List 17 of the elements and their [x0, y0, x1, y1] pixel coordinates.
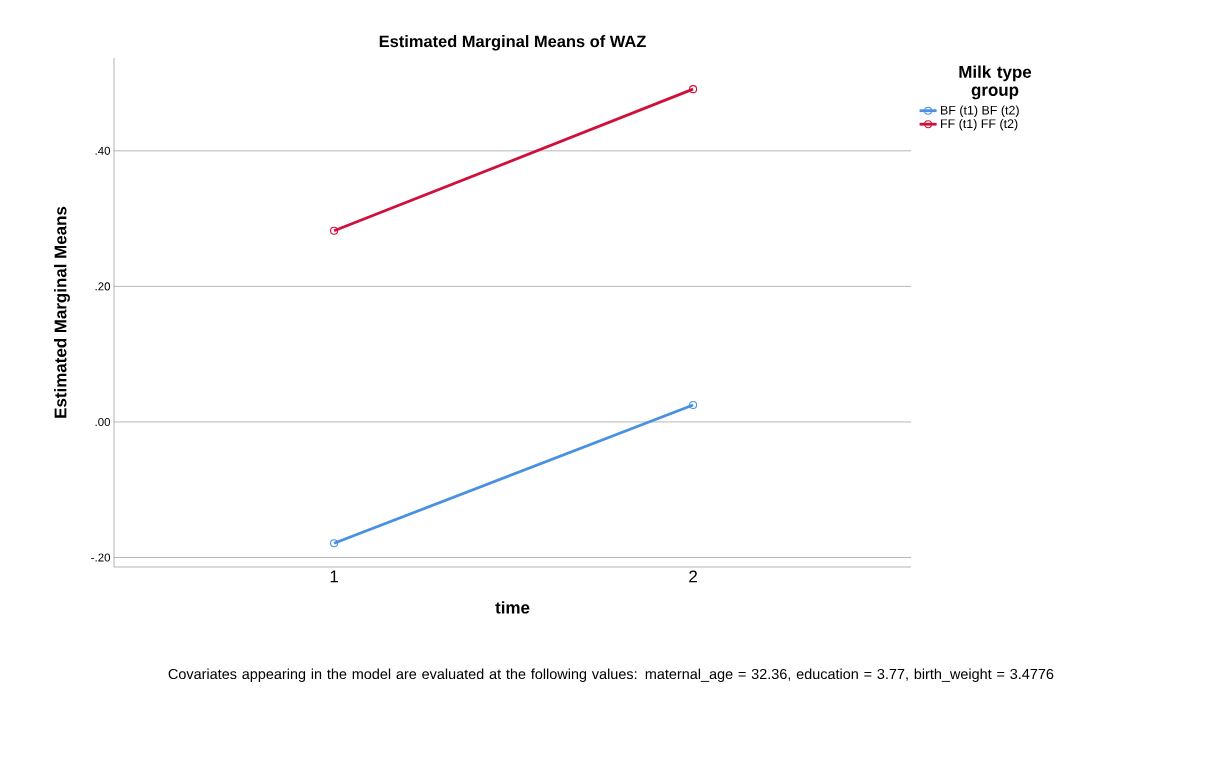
point [330, 226, 339, 235]
y-tick-label: .00 [95, 417, 111, 426]
x-tick-label: 1 [330, 570, 338, 583]
legend-label: FF (t1) FF (t2) [941, 118, 1018, 131]
y-tick-label: -.20 [91, 553, 111, 562]
point [689, 400, 698, 410]
y-axis-title: Estimated Marginal Means [54, 206, 70, 418]
y-tick-label: .40 [95, 146, 111, 155]
x-tick-label: 2 [689, 570, 697, 583]
point [330, 539, 339, 548]
point [689, 85, 698, 94]
chart-title: Estimated Marginal Means of WAZ [379, 35, 646, 51]
legend-label: BF (t1) BF (t2) [941, 105, 1019, 118]
y-tick-label: .20 [95, 282, 111, 291]
legend-title: Milk type group [959, 65, 1032, 100]
x-axis-title: time [495, 601, 530, 614]
text: Covariates appearing in the model are evaluated at the following values: maternal_age = 32.36, education = 3.77, birth_weight = 3.4776 [168, 668, 1054, 682]
